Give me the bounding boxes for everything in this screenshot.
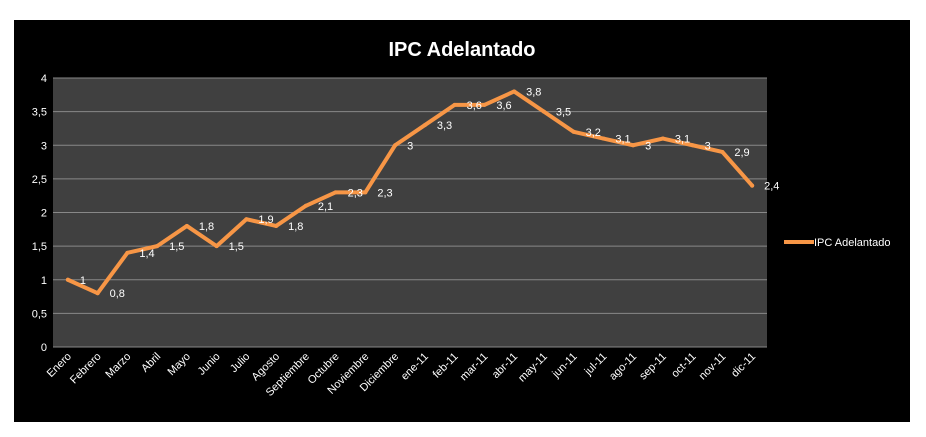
data-label: 3,2 [586, 127, 601, 139]
series-layer [65, 89, 755, 296]
data-label: 2,9 [734, 147, 749, 159]
gridlines [53, 77, 767, 348]
data-point [750, 183, 755, 188]
data-point [303, 203, 308, 208]
x-tick-label: oct-11 [669, 351, 699, 381]
data-point [571, 129, 576, 134]
y-axis-ticks: 0 0,5 1 1,5 2 2,5 3 3,5 4 [32, 73, 47, 354]
chart-area: IPC Adelantado 0 0,5 1 1,5 2 2,5 3 3,5 4 Enero Fe… [14, 20, 910, 422]
data-point [601, 136, 606, 141]
data-point [155, 244, 160, 249]
data-label: 2,3 [348, 187, 363, 199]
data-point [244, 217, 249, 222]
data-label: 1,5 [229, 241, 244, 253]
x-tick-label: sep-11 [637, 351, 669, 383]
data-point [690, 143, 695, 148]
data-point [452, 102, 457, 107]
data-point [482, 102, 487, 107]
data-label: 3,6 [467, 100, 482, 112]
y-tick-label: 0 [41, 342, 47, 354]
data-point [660, 136, 665, 141]
x-tick-label: may-11 [516, 351, 550, 385]
data-label: 3 [705, 140, 711, 152]
y-tick-label: 1,5 [32, 241, 47, 253]
data-point [95, 291, 100, 296]
data-label: 3,8 [526, 86, 541, 98]
x-tick-label: Mayo [165, 351, 193, 379]
legend: IPC Adelantado [784, 237, 890, 249]
data-point [422, 123, 427, 128]
data-label: 2,4 [764, 181, 779, 193]
x-tick-label: Julio [228, 351, 252, 375]
x-tick-label: mar-11 [458, 351, 491, 384]
series-line [65, 89, 755, 296]
data-point [65, 277, 70, 282]
data-point [274, 223, 279, 228]
data-label: 1,4 [139, 248, 154, 260]
data-point [720, 149, 725, 154]
x-tick-label: Junio [196, 351, 223, 378]
data-point [184, 223, 189, 228]
data-label: 2,3 [377, 187, 392, 199]
x-tick-label: feb-11 [431, 351, 461, 381]
data-point [125, 250, 130, 255]
data-label: 3,1 [675, 134, 690, 146]
data-label: 3 [407, 140, 413, 152]
data-label: 3,6 [496, 100, 511, 112]
y-tick-label: 1 [41, 275, 47, 287]
data-point [214, 244, 219, 249]
data-point [393, 143, 398, 148]
data-point [631, 143, 636, 148]
x-tick-label: Febrero [68, 351, 104, 387]
data-point [363, 190, 368, 195]
y-tick-label: 3,5 [32, 107, 47, 119]
data-label: 1,5 [169, 241, 184, 253]
x-tick-label: jul-11 [582, 351, 610, 379]
chart-title: IPC Adelantado [388, 39, 535, 61]
y-tick-label: 2,5 [32, 174, 47, 186]
line-chart: IPC Adelantado 0 0,5 1 1,5 2 2,5 3 3,5 4 EneroFe… [32, 39, 891, 399]
y-tick-label: 2 [41, 208, 47, 220]
y-tick-label: 0,5 [32, 308, 47, 320]
data-point [512, 89, 517, 94]
data-label: 1 [80, 275, 86, 287]
data-label: 3 [645, 140, 651, 152]
data-point [541, 109, 546, 114]
x-tick-label: jun-11 [550, 351, 580, 381]
data-label: 1,8 [199, 221, 214, 233]
data-label: 1,8 [288, 221, 303, 233]
x-tick-label: ago-11 [607, 351, 639, 383]
data-label: 2,1 [318, 201, 333, 213]
data-label: 0,8 [110, 288, 125, 300]
data-label: 3,5 [556, 107, 571, 119]
x-tick-label: nov-11 [697, 351, 729, 383]
x-tick-label: Abril [139, 351, 163, 375]
data-point [333, 190, 338, 195]
legend-label: IPC Adelantado [814, 237, 890, 249]
x-tick-label: dic-11 [729, 351, 758, 380]
data-labels: 1 0,8 1,4 1,5 1,8 1,5 1,9 1,8 2,1 2,3 2,3 3 3,3 3,6 3,… [80, 86, 780, 300]
y-tick-label: 4 [41, 73, 47, 85]
x-tick-label: Marzo [103, 351, 133, 381]
data-label: 3,3 [437, 120, 452, 132]
data-label: 3,1 [615, 134, 630, 146]
x-tick-label: ene-11 [399, 351, 431, 383]
y-tick-label: 3 [41, 140, 47, 152]
data-label: 1,9 [258, 214, 273, 226]
